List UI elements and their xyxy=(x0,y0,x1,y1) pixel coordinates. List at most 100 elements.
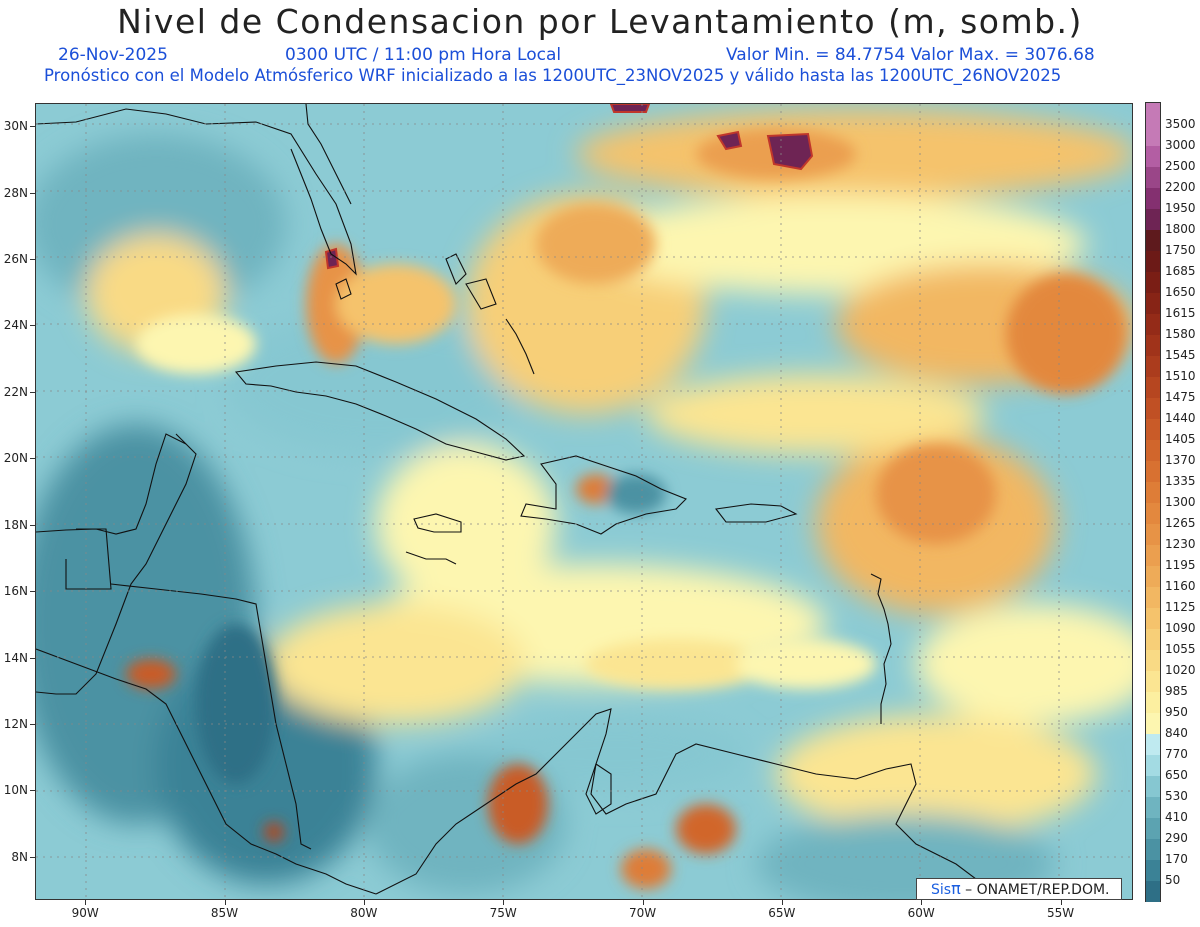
forecast-map xyxy=(35,103,1133,900)
color-legend xyxy=(1145,102,1161,902)
lon-tick-mark xyxy=(503,900,505,905)
legend-level-label: 410 xyxy=(1165,810,1188,824)
lon-tick-mark xyxy=(642,900,644,905)
legend-level-label: 1475 xyxy=(1165,390,1196,404)
forecast-time: 0300 UTC / 11:00 pm Hora Local xyxy=(285,45,562,65)
lat-tick-label: 18N xyxy=(3,517,28,532)
legend-swatch xyxy=(1146,124,1160,146)
lat-tick-mark xyxy=(30,325,35,327)
lat-tick-mark xyxy=(30,259,35,261)
legend-level-label: 1125 xyxy=(1165,600,1196,614)
legend-level-label: 770 xyxy=(1165,747,1188,761)
legend-swatch xyxy=(1146,838,1160,860)
lat-tick-label: 26N xyxy=(3,252,28,267)
lon-tick-mark xyxy=(921,900,923,905)
legend-swatch xyxy=(1146,313,1160,335)
legend-swatch xyxy=(1146,544,1160,566)
lat-tick-label: 30N xyxy=(3,119,28,134)
legend-level-label: 1950 xyxy=(1165,201,1196,215)
legend-level-label: 1510 xyxy=(1165,369,1196,383)
legend-level-label: 1090 xyxy=(1165,621,1196,635)
legend-level-label: 1195 xyxy=(1165,558,1196,572)
legend-level-label: 1300 xyxy=(1165,495,1196,509)
legend-swatch xyxy=(1146,649,1160,671)
legend-level-label: 1020 xyxy=(1165,663,1196,677)
legend-swatch xyxy=(1146,670,1160,692)
legend-level-label: 1580 xyxy=(1165,327,1196,341)
legend-level-label: 1685 xyxy=(1165,264,1196,278)
legend-swatch xyxy=(1146,166,1160,188)
lat-tick-mark xyxy=(30,790,35,792)
legend-level-label: 50 xyxy=(1165,873,1181,887)
legend-level-label: 1370 xyxy=(1165,453,1196,467)
lon-tick-label: 55W xyxy=(1046,906,1075,920)
legend-swatch xyxy=(1146,607,1160,629)
legend-level-label: 1440 xyxy=(1165,411,1196,425)
legend-level-label: 170 xyxy=(1165,852,1188,866)
min-max-values: Valor Min. = 84.7754 Valor Max. = 3076.6… xyxy=(726,45,1095,65)
legend-swatch xyxy=(1146,250,1160,272)
lat-tick-mark xyxy=(30,524,35,526)
legend-swatch xyxy=(1146,208,1160,230)
lon-tick-label: 80W xyxy=(350,906,378,920)
legend-swatch xyxy=(1146,334,1160,356)
legend-swatch xyxy=(1146,460,1160,482)
legend-swatch xyxy=(1146,733,1160,755)
legend-level-label: 1545 xyxy=(1165,348,1196,362)
field-blobs-broad xyxy=(36,109,1132,899)
legend-level-label: 530 xyxy=(1165,789,1188,803)
legend-swatch xyxy=(1146,712,1160,734)
legend-level-label: 1405 xyxy=(1165,432,1196,446)
lon-tick-label: 85W xyxy=(210,906,239,920)
coastlines xyxy=(36,104,997,895)
legend-swatch xyxy=(1146,754,1160,776)
lat-tick-label: 16N xyxy=(3,584,28,599)
legend-swatch xyxy=(1146,355,1160,377)
legend-level-label: 1650 xyxy=(1165,285,1196,299)
lat-tick-label: 20N xyxy=(3,451,28,466)
lon-tick-label: 70W xyxy=(628,906,657,920)
legend-swatch xyxy=(1146,481,1160,503)
lat-tick-label: 22N xyxy=(3,384,28,399)
legend-swatch xyxy=(1146,565,1160,587)
legend-level-label: 290 xyxy=(1165,831,1188,845)
lat-tick-label: 28N xyxy=(3,185,28,200)
legend-swatch xyxy=(1146,523,1160,545)
model-subtitle: Pronóstico con el Modelo Atmósferico WRF… xyxy=(44,66,1062,85)
lat-tick-mark xyxy=(30,723,35,725)
legend-swatch xyxy=(1146,796,1160,818)
lat-tick-label: 14N xyxy=(3,650,28,665)
legend-level-label: 1160 xyxy=(1165,579,1196,593)
legend-swatch xyxy=(1146,586,1160,608)
legend-swatch xyxy=(1146,628,1160,650)
legend-level-label: 1615 xyxy=(1165,306,1196,320)
legend-level-label: 840 xyxy=(1165,726,1188,740)
legend-level-label: 950 xyxy=(1165,705,1188,719)
legend-level-label: 1230 xyxy=(1165,537,1196,551)
lat-tick-label: 10N xyxy=(3,783,28,798)
legend-swatch xyxy=(1146,397,1160,419)
legend-swatch xyxy=(1146,187,1160,209)
legend-swatch xyxy=(1146,145,1160,167)
lon-tick-label: 60W xyxy=(907,906,935,920)
legend-swatch xyxy=(1146,880,1160,902)
legend-swatch xyxy=(1146,376,1160,398)
lat-tick-mark xyxy=(30,192,35,194)
legend-level-label: 1750 xyxy=(1165,243,1196,257)
lat-tick-label: 24N xyxy=(3,318,28,333)
map-title: Nivel de Condensacion por Levantamiento … xyxy=(117,2,1083,41)
legend-level-label: 3000 xyxy=(1165,138,1196,152)
legend-swatch xyxy=(1146,817,1160,839)
legend-swatch xyxy=(1146,691,1160,713)
lat-tick-mark xyxy=(30,591,35,593)
credit-label: Sisπ – ONAMET/REP.DOM. xyxy=(916,878,1122,900)
grid-lines xyxy=(36,104,1132,899)
lon-tick-mark xyxy=(363,900,365,905)
lon-tick-label: 65W xyxy=(768,906,796,920)
lon-tick-mark xyxy=(781,900,783,905)
lat-tick-mark xyxy=(30,391,35,393)
legend-swatch xyxy=(1146,859,1160,881)
legend-level-label: 1265 xyxy=(1165,516,1196,530)
lon-tick-label: 75W xyxy=(489,906,517,920)
legend-level-label: 985 xyxy=(1165,684,1188,698)
